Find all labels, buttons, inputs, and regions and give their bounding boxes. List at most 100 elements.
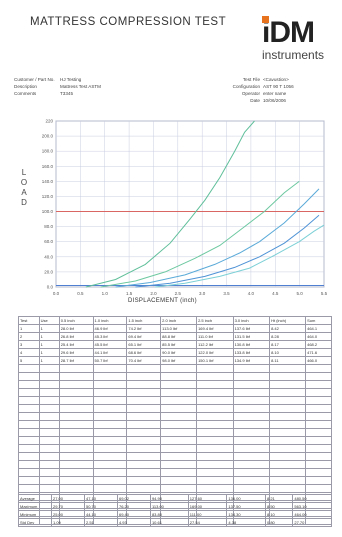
empty-cell — [160, 460, 198, 469]
empty-cell — [160, 380, 198, 389]
empty-table-row — [18, 468, 332, 477]
empty-cell — [18, 484, 40, 493]
empty-cell — [38, 396, 60, 405]
results-header-cell: 0.5 inch — [58, 316, 94, 325]
logo-subtitle: instruments — [262, 48, 325, 62]
empty-cell — [58, 444, 94, 453]
stats-value: 8.10 — [264, 510, 294, 519]
stats-row: Average 27.00 47.10 69.02 94.90 127.60 136.00 8… — [18, 494, 332, 503]
table-cell: 70.4 lbf — [126, 356, 162, 365]
empty-cell — [196, 388, 234, 397]
table-cell: 50.7 lbf — [92, 356, 128, 365]
empty-table-row — [18, 428, 332, 437]
empty-cell — [58, 372, 94, 381]
empty-table-row — [18, 476, 332, 485]
empty-table-row — [18, 396, 332, 405]
x-tick-label: 4.0 — [248, 291, 255, 296]
empty-cell — [92, 460, 128, 469]
results-header-cell: Test — [18, 316, 40, 325]
empty-cell — [232, 484, 271, 493]
empty-cell — [232, 476, 271, 485]
empty-cell — [92, 476, 128, 485]
empty-cell — [196, 452, 234, 461]
table-cell: 26.8 lbf — [58, 332, 94, 341]
empty-cell — [38, 452, 60, 461]
stats-value: 1.09 — [51, 518, 85, 527]
y-tick-label: 160.0 — [42, 164, 54, 169]
empty-cell — [305, 404, 332, 413]
table-cell: 8.42 — [269, 324, 307, 333]
table-cell: 8.17 — [269, 340, 307, 349]
empty-cell — [269, 388, 307, 397]
empty-cell — [38, 460, 60, 469]
empty-cell — [58, 484, 94, 493]
x-tick-label: 3.5 — [223, 291, 230, 296]
empty-cell — [196, 364, 234, 373]
empty-cell — [305, 372, 332, 381]
table-row: 1 1 28.0 lbf 46.9 lbf 74.2 lbf 113.0 lbf 169.4… — [18, 324, 332, 333]
series-line-3 — [115, 188, 320, 288]
empty-cell — [92, 372, 128, 381]
empty-cell — [38, 420, 60, 429]
empty-cell — [232, 452, 271, 461]
empty-cell — [232, 404, 271, 413]
empty-cell — [269, 404, 307, 413]
empty-cell — [269, 428, 307, 437]
y-tick-label: 200.0 — [42, 134, 54, 139]
empty-cell — [196, 380, 234, 389]
meta-comments: Comments T3345 — [14, 91, 74, 96]
table-cell: 1 — [38, 324, 60, 333]
table-cell: 464.1 — [305, 324, 332, 333]
empty-cell — [232, 444, 271, 453]
empty-cell — [126, 452, 162, 461]
y-tick-label: 20.0 — [44, 269, 53, 274]
table-cell: 85.5 lbf — [160, 340, 198, 349]
chart-svg: 220 200.0 180.0 160.0 140.0 120.0 100.0 80.0 60.… — [42, 119, 328, 297]
empty-cell — [269, 436, 307, 445]
stats-value: 111.00 — [187, 510, 228, 519]
empty-cell — [126, 460, 162, 469]
empty-cell — [92, 436, 128, 445]
empty-cell — [160, 468, 198, 477]
stats-value: 10.61 — [149, 518, 189, 527]
empty-table-row — [18, 380, 332, 389]
empty-cell — [232, 468, 271, 477]
empty-cell — [269, 460, 307, 469]
empty-cell — [92, 388, 128, 397]
empty-cell — [232, 412, 271, 421]
stats-value: 44.10 — [83, 510, 118, 519]
empty-cell — [232, 396, 271, 405]
empty-cell — [232, 428, 271, 437]
empty-cell — [18, 412, 40, 421]
results-header-cell: Ht (inch) — [269, 316, 307, 325]
stats-value: 94.90 — [149, 494, 189, 503]
table-cell: 111.0 lbf — [196, 332, 234, 341]
table-cell: 133.8 lbf — [232, 348, 271, 357]
empty-cell — [126, 428, 162, 437]
stats-row: Std Dev 1.09 2.51 4.93 10.61 27.54 4.38 0.80 27.… — [18, 518, 332, 527]
empty-table-row — [18, 364, 332, 373]
stats-value: 4.38 — [226, 518, 266, 527]
stats-value: 113.00 — [149, 502, 189, 511]
empty-cell — [196, 484, 234, 493]
table-row: 3 1 25.4 lbf 45.5 lbf 65.1 lbf 85.5 lbf 112.2 … — [18, 340, 332, 349]
empty-cell — [126, 436, 162, 445]
y-tick-label: 120.0 — [42, 194, 54, 199]
empty-cell — [160, 436, 198, 445]
empty-cell — [196, 436, 234, 445]
empty-cell — [196, 460, 234, 469]
empty-cell — [18, 364, 40, 373]
stats-label: Average — [18, 494, 52, 503]
stats-value: 464.00 — [292, 510, 332, 519]
empty-table-row — [18, 372, 332, 381]
table-cell: 1 — [18, 324, 40, 333]
stats-value: 0.80 — [264, 518, 294, 527]
stats-value: 137.50 — [226, 502, 266, 511]
statistics-table: Average 27.00 47.10 69.02 94.90 127.60 136.00 8… — [18, 494, 332, 527]
stats-label: Std Dev — [18, 518, 52, 527]
stats-value: 25.00 — [51, 510, 85, 519]
empty-cell — [58, 468, 94, 477]
empty-cell — [160, 420, 198, 429]
empty-cell — [38, 428, 60, 437]
empty-cell — [305, 364, 332, 373]
